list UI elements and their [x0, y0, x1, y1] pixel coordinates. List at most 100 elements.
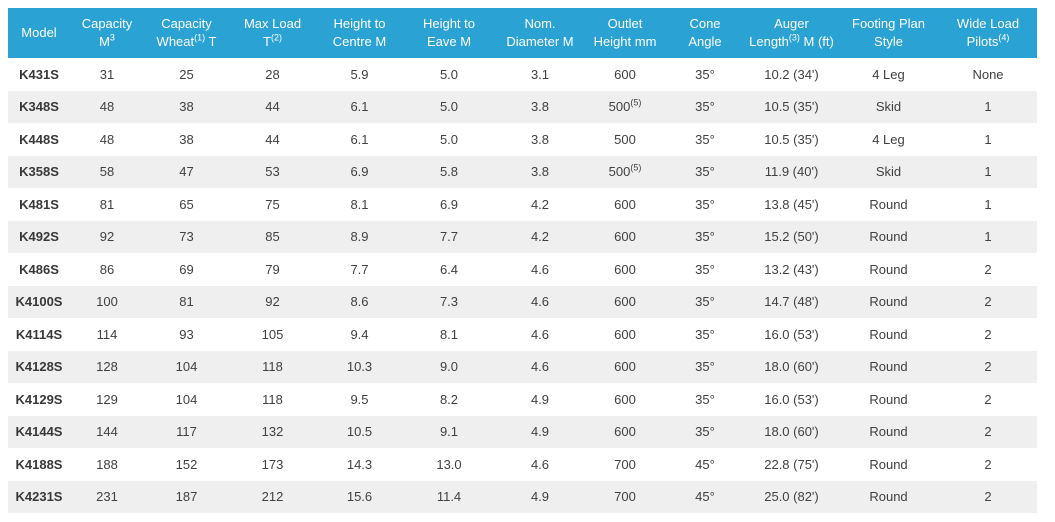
cell-nom-diameter-m: 3.1 — [530, 66, 550, 82]
table-header: Model Capacity M3 Capacity Wheat(1) T Max L… — [8, 8, 1037, 58]
cell-capacity-wheat-t: 38 — [179, 99, 194, 115]
cell-model: K492S — [19, 229, 59, 245]
cell-height-to-eave-m: 7.7 — [439, 229, 459, 245]
cell-capacity-m3: 100 — [96, 294, 118, 310]
cell-nom-diameter-m: 3.8 — [530, 99, 550, 115]
column-header-wide-load-pilots: Wide Load Pilots(4) — [939, 8, 1037, 58]
cell-capacity-wheat-t: 104 — [175, 391, 198, 407]
column-header-height-to-centre-m: Height to Centre M — [316, 8, 403, 58]
cell-footing-plan-style: 4 Leg — [872, 131, 905, 147]
cell-max-load-t: 53 — [265, 164, 280, 180]
cell-auger-length-m-ft: 13.2 (43') — [764, 261, 819, 277]
cell-outlet-height-mm: 600 — [614, 66, 636, 82]
cell-height-to-centre-m: 15.6 — [346, 489, 373, 505]
cell-capacity-m3: 144 — [96, 424, 118, 440]
cell-footing-plan-style: Round — [869, 261, 908, 277]
cell-outlet-height-mm: 600 — [614, 391, 636, 407]
cell-footing-plan-style: Skid — [875, 99, 902, 115]
table-row: K4100S 100 81 92 8.6 7.3 4.6 600 35° 14.7 (48') Ro… — [8, 285, 1037, 318]
cell-footing-plan-style: Round — [869, 456, 908, 472]
cell-outlet-height-mm: 600 — [614, 261, 636, 277]
cell-wide-load-pilots: None — [972, 66, 1004, 82]
silo-specifications-table: Model Capacity M3 Capacity Wheat(1) T Max L… — [8, 8, 1037, 513]
column-header-capacity-wheat-t: Capacity Wheat(1) T — [144, 8, 229, 58]
cell-cone-angle: 35° — [695, 196, 715, 212]
cell-footing-plan-style: Round — [869, 391, 908, 407]
cell-capacity-wheat-t: 38 — [179, 131, 194, 147]
cell-capacity-m3: 58 — [99, 164, 115, 180]
cell-outlet-height-mm: 600 — [614, 229, 636, 245]
cell-model: K4129S — [15, 391, 63, 407]
cell-wide-load-pilots: 2 — [984, 261, 992, 277]
cell-model: K448S — [19, 131, 59, 147]
cell-auger-length-m-ft: 13.8 (45') — [764, 196, 819, 212]
cell-max-load-t: 79 — [265, 261, 280, 277]
cell-nom-diameter-m: 4.6 — [530, 359, 550, 375]
cell-model: K4128S — [15, 359, 63, 375]
cell-capacity-wheat-t: 81 — [179, 294, 194, 310]
table-row: K4114S 114 93 105 9.4 8.1 4.6 600 35° 16.0 (53') R… — [8, 318, 1037, 351]
cell-nom-diameter-m: 4.2 — [530, 229, 550, 245]
cell-height-to-eave-m: 11.4 — [436, 489, 462, 505]
cell-model: K486S — [19, 261, 59, 277]
cell-capacity-wheat-t: 25 — [179, 66, 194, 82]
cell-outlet-height-mm: 600 — [614, 326, 636, 342]
cell-capacity-wheat-t: 117 — [176, 424, 197, 440]
cell-wide-load-pilots: 2 — [984, 424, 992, 440]
cell-nom-diameter-m: 3.8 — [530, 164, 550, 180]
cell-capacity-wheat-t: 187 — [175, 489, 198, 505]
table-row: K358S 58 47 53 6.9 5.8 3.8 500(5) 35° 11.9 (40') S… — [8, 155, 1037, 188]
column-header-max-load-t: Max Load T(2) — [229, 8, 316, 58]
cell-height-to-eave-m: 7.3 — [439, 294, 459, 310]
cell-capacity-wheat-t: 104 — [175, 359, 198, 375]
cell-cone-angle: 35° — [695, 164, 715, 180]
cell-footing-plan-style: 4 Leg — [872, 66, 905, 82]
column-header-outlet-height-mm: Outlet Height mm — [585, 8, 665, 58]
cell-nom-diameter-m: 4.6 — [530, 294, 550, 310]
cell-auger-length-m-ft: 10.5 (35') — [764, 99, 819, 115]
column-header-capacity-m3: Capacity M3 — [70, 8, 144, 58]
cell-capacity-wheat-t: 73 — [179, 229, 194, 245]
cell-wide-load-pilots: 2 — [984, 359, 992, 375]
cell-capacity-wheat-t: 69 — [179, 261, 194, 277]
cell-cone-angle: 35° — [695, 326, 715, 342]
table-row: K4129S 129 104 118 9.5 8.2 4.9 600 35° 16.0 (53')… — [8, 383, 1037, 416]
cell-auger-length-m-ft: 10.5 (35') — [764, 131, 819, 147]
cell-wide-load-pilots: 1 — [984, 131, 992, 147]
cell-model: K348S — [19, 99, 59, 115]
table-row: K448S 48 38 44 6.1 5.0 3.8 500 35° 10.5 (35') 4 Le… — [8, 123, 1037, 156]
cell-capacity-m3: 48 — [99, 131, 115, 147]
cell-footing-plan-style: Round — [869, 294, 908, 310]
cell-outlet-height-mm: 500 — [614, 131, 636, 147]
cell-height-to-centre-m: 10.5 — [346, 424, 373, 440]
cell-auger-length-m-ft: 25.0 (82') — [764, 489, 819, 505]
cell-wide-load-pilots: 1 — [984, 99, 992, 115]
cell-footing-plan-style: Round — [869, 229, 908, 245]
cell-height-to-centre-m: 6.1 — [350, 99, 369, 115]
cell-max-load-t: 44 — [265, 99, 280, 115]
cell-cone-angle: 35° — [695, 66, 715, 82]
table-row: K348S 48 38 44 6.1 5.0 3.8 500(5) 35° 10.5 (35') S… — [8, 90, 1037, 123]
cell-height-to-centre-m: 8.9 — [350, 229, 369, 245]
cell-height-to-eave-m: 6.4 — [439, 261, 459, 277]
cell-wide-load-pilots: 2 — [984, 489, 992, 505]
cell-capacity-m3: 114 — [96, 326, 118, 342]
column-header-footing-plan-style: Footing Plan Style — [838, 8, 939, 58]
cell-nom-diameter-m: 3.8 — [530, 131, 550, 147]
cell-cone-angle: 45° — [695, 489, 715, 505]
cell-capacity-m3: 128 — [96, 359, 118, 375]
cell-outlet-height-mm: 600 — [614, 359, 636, 375]
cell-max-load-t: 92 — [265, 294, 280, 310]
cell-cone-angle: 35° — [695, 359, 715, 375]
cell-auger-length-m-ft: 16.0 (53') — [764, 326, 819, 342]
cell-height-to-centre-m: 7.7 — [350, 261, 369, 277]
cell-height-to-eave-m: 9.0 — [439, 359, 459, 375]
cell-model: K4114S — [15, 326, 63, 342]
cell-max-load-t: 28 — [265, 66, 280, 82]
table-row: K4231S 231 187 212 15.6 11.4 4.9 700 45° 25.0 (82… — [8, 480, 1037, 513]
column-header-cone-angle: Cone Angle — [665, 8, 745, 58]
cell-height-to-centre-m: 6.9 — [350, 164, 369, 180]
cell-wide-load-pilots: 1 — [984, 229, 992, 245]
cell-height-to-eave-m: 8.1 — [439, 326, 459, 342]
